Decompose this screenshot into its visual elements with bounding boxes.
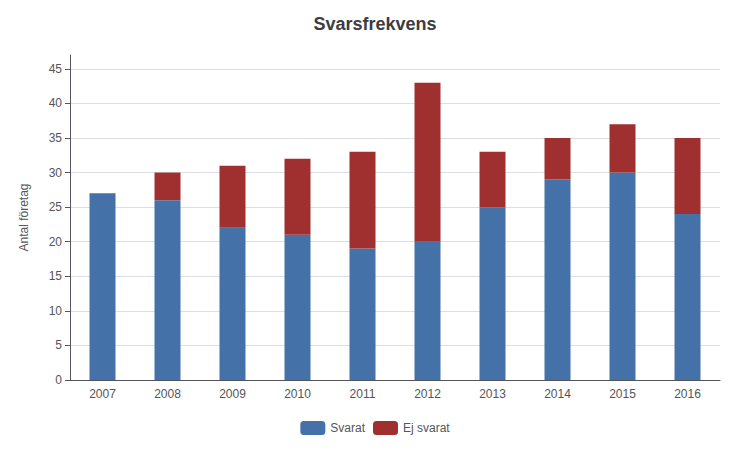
svg-text:40: 40 — [49, 96, 63, 110]
svg-text:0: 0 — [55, 373, 62, 387]
svg-text:2013: 2013 — [479, 387, 506, 401]
svg-text:Antal företag: Antal företag — [17, 183, 31, 251]
svg-text:Ej svarat: Ej svarat — [403, 421, 450, 435]
svg-text:2015: 2015 — [609, 387, 636, 401]
svg-text:2012: 2012 — [414, 387, 441, 401]
svg-text:Svarsfrekvens: Svarsfrekvens — [313, 14, 436, 34]
svg-text:2010: 2010 — [284, 387, 311, 401]
svg-text:20: 20 — [49, 235, 63, 249]
svg-text:Svarat: Svarat — [330, 421, 365, 435]
svg-text:2007: 2007 — [89, 387, 116, 401]
svg-text:15: 15 — [49, 269, 63, 283]
svg-text:2011: 2011 — [350, 387, 376, 401]
svg-text:2014: 2014 — [544, 387, 571, 401]
svg-text:35: 35 — [49, 131, 63, 145]
svg-text:45: 45 — [49, 62, 63, 76]
svg-text:2008: 2008 — [154, 387, 181, 401]
svg-text:2009: 2009 — [219, 387, 246, 401]
svg-text:5: 5 — [55, 338, 62, 352]
svg-text:25: 25 — [49, 200, 63, 214]
svg-text:30: 30 — [49, 166, 63, 180]
svg-text:10: 10 — [49, 304, 63, 318]
svg-text:2016: 2016 — [674, 387, 701, 401]
